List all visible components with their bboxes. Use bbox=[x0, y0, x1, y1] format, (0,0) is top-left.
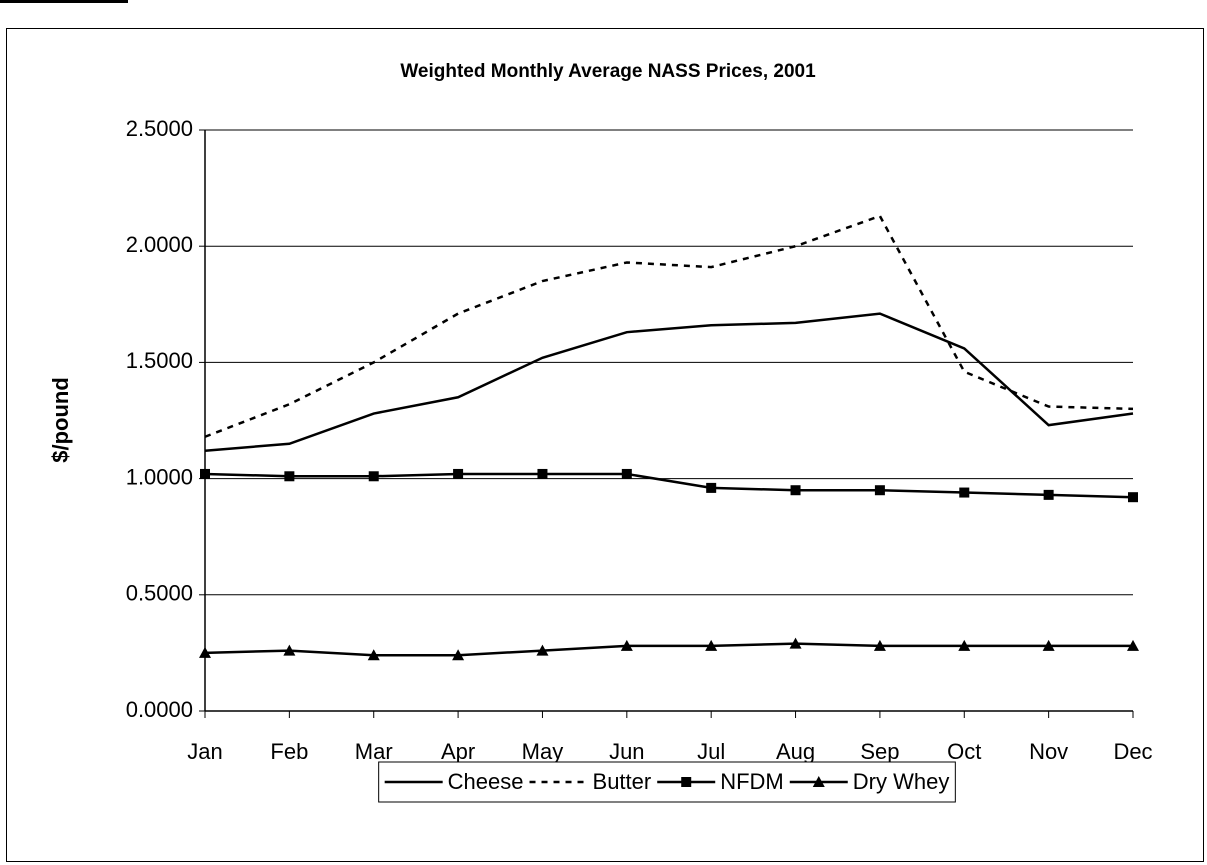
chart-title: Weighted Monthly Average NASS Prices, 20… bbox=[400, 61, 816, 82]
x-tick-label: Nov bbox=[1029, 739, 1068, 764]
y-tick-label: 2.0000 bbox=[126, 232, 193, 257]
marker bbox=[621, 468, 632, 479]
marker bbox=[1127, 639, 1139, 651]
marker bbox=[199, 646, 211, 658]
marker bbox=[681, 777, 692, 787]
legend-label: Butter bbox=[593, 769, 652, 794]
marker bbox=[873, 639, 886, 651]
legend-label: Dry Whey bbox=[853, 769, 950, 794]
marker bbox=[536, 644, 549, 656]
legend: Cheese Butter NFDM Dry Whey bbox=[378, 761, 956, 803]
marker bbox=[537, 468, 548, 479]
x-tick-label: Jan bbox=[187, 739, 222, 764]
legend-label: NFDM bbox=[720, 769, 784, 794]
marker bbox=[283, 644, 296, 656]
x-tick-label: Jun bbox=[609, 739, 644, 764]
marker bbox=[1043, 489, 1054, 500]
y-tick-label: 0.0000 bbox=[126, 697, 193, 722]
y-tick-label: 1.0000 bbox=[126, 464, 193, 489]
marker bbox=[452, 649, 465, 661]
marker bbox=[200, 468, 210, 479]
series-line bbox=[204, 642, 1133, 657]
x-tick-label: Apr bbox=[441, 739, 475, 764]
marker bbox=[812, 776, 825, 787]
y-tick-label: 2.5000 bbox=[126, 116, 193, 141]
marker bbox=[368, 471, 379, 482]
legend-label: Cheese bbox=[448, 769, 524, 794]
marker bbox=[789, 637, 802, 649]
marker bbox=[453, 468, 464, 479]
x-tick-label: Aug bbox=[776, 739, 815, 764]
marker bbox=[958, 639, 971, 651]
marker bbox=[284, 471, 295, 482]
marker bbox=[705, 639, 718, 651]
marker bbox=[1042, 639, 1055, 651]
x-tick-label: Jul bbox=[697, 739, 725, 764]
marker bbox=[790, 485, 801, 496]
series-line bbox=[204, 312, 1134, 452]
marker bbox=[367, 649, 380, 661]
x-tick-label: Dec bbox=[1113, 739, 1152, 764]
marker bbox=[620, 639, 633, 651]
y-tick-label: 1.5000 bbox=[126, 348, 193, 373]
marker bbox=[1128, 492, 1138, 503]
y-tick-label: 0.5000 bbox=[126, 581, 193, 606]
x-tick-label: May bbox=[522, 739, 564, 764]
y-axis-label: $/pound bbox=[48, 377, 73, 463]
marker bbox=[959, 487, 970, 498]
x-tick-label: Feb bbox=[270, 739, 308, 764]
series-line bbox=[204, 214, 1134, 438]
marker bbox=[706, 482, 717, 493]
marker bbox=[874, 485, 885, 496]
x-tick-label: Mar bbox=[355, 739, 393, 764]
x-tick-label: Sep bbox=[860, 739, 899, 764]
x-tick-label: Oct bbox=[947, 739, 981, 764]
chart-border bbox=[6, 28, 1204, 862]
series-line bbox=[204, 472, 1134, 499]
